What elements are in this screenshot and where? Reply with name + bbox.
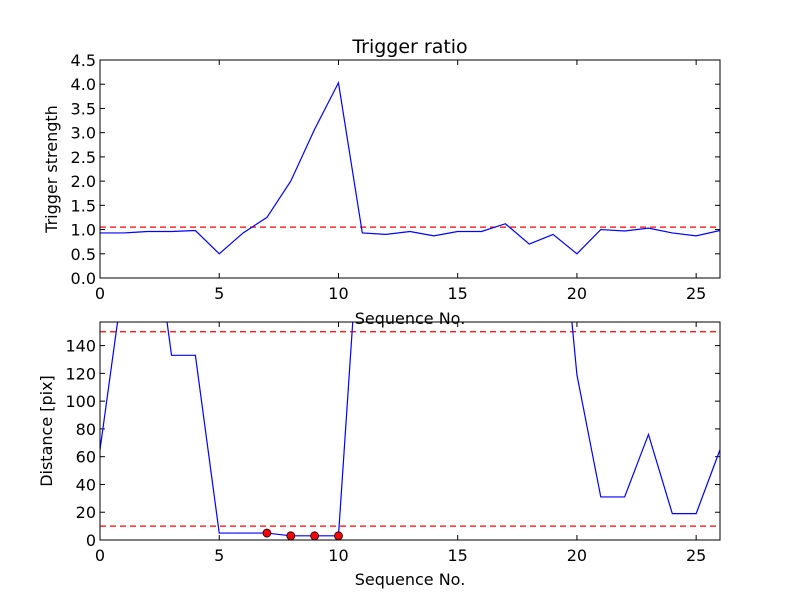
x-tick-label: 5 — [214, 546, 224, 565]
data-point-marker — [286, 531, 296, 540]
y-tick-label: 1.5 — [71, 196, 96, 215]
x-axis-label: Sequence No. — [355, 570, 466, 589]
y-tick-label: 1.0 — [71, 221, 96, 240]
data-point-marker — [262, 528, 272, 538]
axes-frame — [99, 321, 721, 541]
y-ticks: 0 20 40 60 80 100 120 140 — [65, 337, 720, 550]
y-tick-label: 4.0 — [71, 75, 96, 94]
data-point-marker — [310, 531, 320, 540]
x-tick-label: 10 — [328, 284, 348, 303]
x-ticks: 0 5 10 15 20 25 — [95, 322, 706, 565]
y-tick-label: 100 — [65, 392, 96, 411]
y-tick-label: 60 — [76, 448, 96, 467]
y-tick-label: 120 — [65, 364, 96, 383]
y-tick-label: 2.0 — [71, 172, 96, 191]
x-tick-label: 0 — [95, 546, 105, 565]
x-axis-label: Sequence No. — [355, 309, 466, 328]
chart-title: Trigger ratio — [351, 36, 467, 58]
y-tick-label: 20 — [76, 503, 96, 522]
y-axis-label: Distance [pix] — [37, 375, 56, 487]
series-line — [100, 80, 720, 255]
y-tick-label: 2.5 — [71, 148, 96, 167]
x-ticks: 0 5 10 15 20 25 — [95, 60, 706, 303]
y-tick-label: 80 — [76, 420, 96, 439]
axes-frame — [99, 59, 721, 279]
x-tick-label: 15 — [448, 546, 468, 565]
y-tick-label: 0 — [86, 531, 96, 550]
y-tick-label: 3.5 — [71, 99, 96, 118]
series-line — [100, 322, 720, 537]
distance-chart: 0 5 10 15 20 25 0 20 40 60 80 100 120 140 Sequence N… — [37, 321, 721, 589]
y-tick-label: 140 — [65, 337, 96, 356]
x-tick-label: 25 — [686, 546, 706, 565]
y-tick-label: 40 — [76, 475, 96, 494]
x-tick-label: 10 — [328, 546, 348, 565]
y-tick-label: 4.5 — [71, 51, 96, 70]
y-tick-label: 0.0 — [71, 269, 96, 288]
x-tick-label: 5 — [214, 284, 224, 303]
x-tick-label: 20 — [567, 546, 587, 565]
y-ticks: 0.0 0.5 1.0 1.5 2.0 2.5 3.0 3.5 4.0 4.5 — [71, 51, 720, 288]
plot-area — [100, 80, 720, 255]
y-tick-label: 3.0 — [71, 124, 96, 143]
x-tick-label: 0 — [95, 284, 105, 303]
data-point-marker — [334, 531, 343, 540]
y-tick-label: 0.5 — [71, 245, 96, 264]
x-tick-label: 25 — [686, 284, 706, 303]
x-tick-label: 20 — [567, 284, 587, 303]
x-tick-label: 15 — [448, 284, 468, 303]
trigger-ratio-chart: Trigger ratio 0 5 10 15 20 25 0.0 0.5 1.0 1.5 2.0… — [42, 36, 721, 328]
y-axis-label: Trigger strength — [42, 105, 61, 234]
plot-area — [100, 322, 720, 540]
